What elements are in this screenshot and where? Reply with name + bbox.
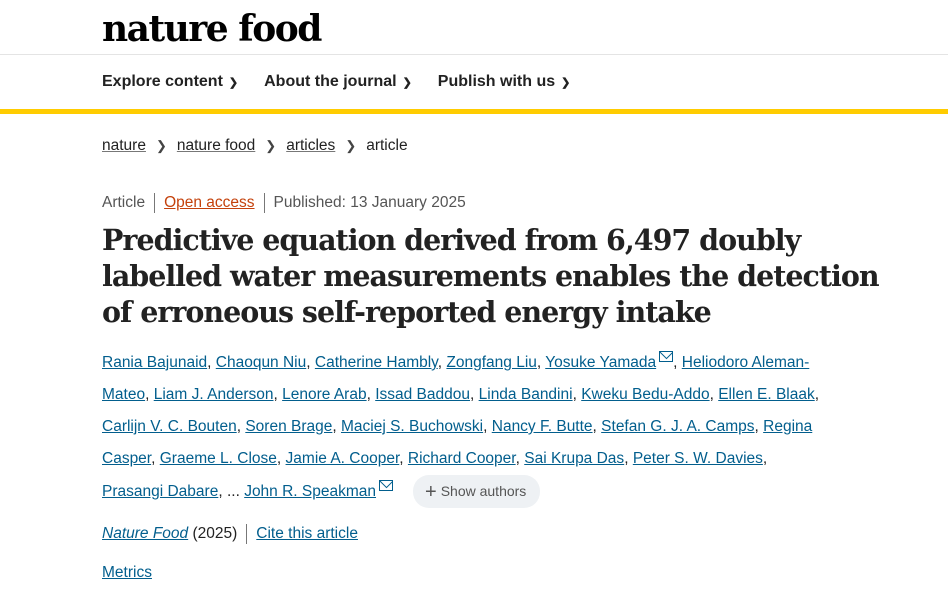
- journal-logo[interactable]: nature food: [102, 8, 322, 50]
- author-link[interactable]: Zongfang Liu: [446, 354, 537, 371]
- author-link[interactable]: Richard Cooper: [407, 450, 516, 467]
- author-link[interactable]: Heliodoro Aleman-Mateo: [102, 354, 810, 403]
- author-link[interactable]: Kweku Bedu-Addo: [581, 386, 710, 403]
- article-title: Predictive equation derived from 6,497 d…: [102, 223, 880, 329]
- author-link[interactable]: Carlijn V. C. Bouten: [102, 418, 237, 435]
- cite-article-link[interactable]: Cite this article: [256, 525, 358, 542]
- author-link[interactable]: John R. Speakman: [244, 483, 377, 500]
- nav-publish[interactable]: Publish with us ❯: [438, 73, 571, 91]
- chevron-right-icon: ❯: [265, 138, 277, 153]
- author-link[interactable]: Liam J. Anderson: [153, 386, 274, 403]
- chevron-right-icon: ❯: [155, 138, 167, 153]
- divider: [246, 524, 248, 544]
- open-access-link[interactable]: Open access: [164, 194, 255, 211]
- nav-label: Explore content: [102, 73, 223, 90]
- author-link[interactable]: Catherine Hambly: [314, 354, 438, 371]
- author-link[interactable]: Linda Bandini: [478, 386, 573, 403]
- nav-label: Publish with us: [437, 73, 556, 90]
- author-link[interactable]: Jamie A. Cooper: [285, 450, 400, 467]
- author-link[interactable]: Prasangi Dabare: [102, 483, 219, 500]
- chevron-down-icon: ❯: [402, 77, 412, 89]
- show-authors-label: Show authors: [440, 483, 527, 499]
- author-list: Rania Bajunaid, Chaoqun Niu, Catherine H…: [102, 347, 832, 508]
- nav-label: About the journal: [264, 73, 397, 90]
- citation: Nature Food (2025) Cite this article: [102, 524, 358, 544]
- author-link[interactable]: Lenore Arab: [282, 386, 367, 403]
- author-link[interactable]: Peter S. W. Davies: [632, 450, 763, 467]
- author-link[interactable]: Chaoqun Niu: [215, 354, 307, 371]
- accent-bar: [0, 109, 948, 114]
- year: (2025): [192, 525, 238, 542]
- nav-about-journal[interactable]: About the journal ❯: [264, 73, 412, 91]
- breadcrumb-nature[interactable]: nature: [102, 137, 146, 154]
- mail-icon[interactable]: [379, 480, 394, 491]
- author-link[interactable]: Soren Brage: [245, 418, 333, 435]
- nav-explore-content[interactable]: Explore content ❯: [102, 73, 238, 91]
- article-meta: Article Open access Published: 13 Januar…: [102, 193, 466, 213]
- author-link[interactable]: Yosuke Yamada: [545, 354, 657, 371]
- breadcrumb-current: article: [366, 137, 408, 154]
- published-date: Published: 13 January 2025: [273, 194, 466, 211]
- mail-icon[interactable]: [659, 351, 674, 362]
- author-link[interactable]: Graeme L. Close: [159, 450, 277, 467]
- show-authors-button[interactable]: + Show authors: [413, 475, 541, 508]
- divider: [154, 193, 156, 213]
- divider: [0, 54, 948, 55]
- author-link[interactable]: Rania Bajunaid: [102, 354, 208, 371]
- author-link[interactable]: Ellen E. Blaak: [718, 386, 815, 403]
- author-link[interactable]: Stefan G. J. A. Camps: [601, 418, 755, 435]
- author-link[interactable]: Regina Casper: [102, 418, 813, 467]
- author-link[interactable]: Sai Krupa Das: [524, 450, 625, 467]
- article-type: Article: [102, 194, 146, 211]
- main-nav: Explore content ❯ About the journal ❯ Publ…: [102, 73, 570, 91]
- author-link[interactable]: Issad Baddou: [375, 386, 470, 403]
- plus-icon: +: [425, 481, 437, 503]
- chevron-down-icon: ❯: [228, 77, 239, 89]
- ellipsis: ...: [226, 483, 240, 500]
- chevron-right-icon: ❯: [345, 138, 357, 153]
- divider: [263, 193, 265, 213]
- breadcrumb-nature-food[interactable]: nature food: [176, 137, 256, 154]
- journal-link[interactable]: Nature Food: [102, 525, 189, 542]
- breadcrumb: nature ❯ nature food ❯ articles ❯ article: [102, 137, 408, 155]
- breadcrumb-articles[interactable]: articles: [286, 137, 336, 154]
- author-link[interactable]: Maciej S. Buchowski: [340, 418, 484, 435]
- metrics-link[interactable]: Metrics: [102, 564, 152, 581]
- chevron-down-icon: ❯: [561, 77, 571, 89]
- author-link[interactable]: Nancy F. Butte: [491, 418, 593, 435]
